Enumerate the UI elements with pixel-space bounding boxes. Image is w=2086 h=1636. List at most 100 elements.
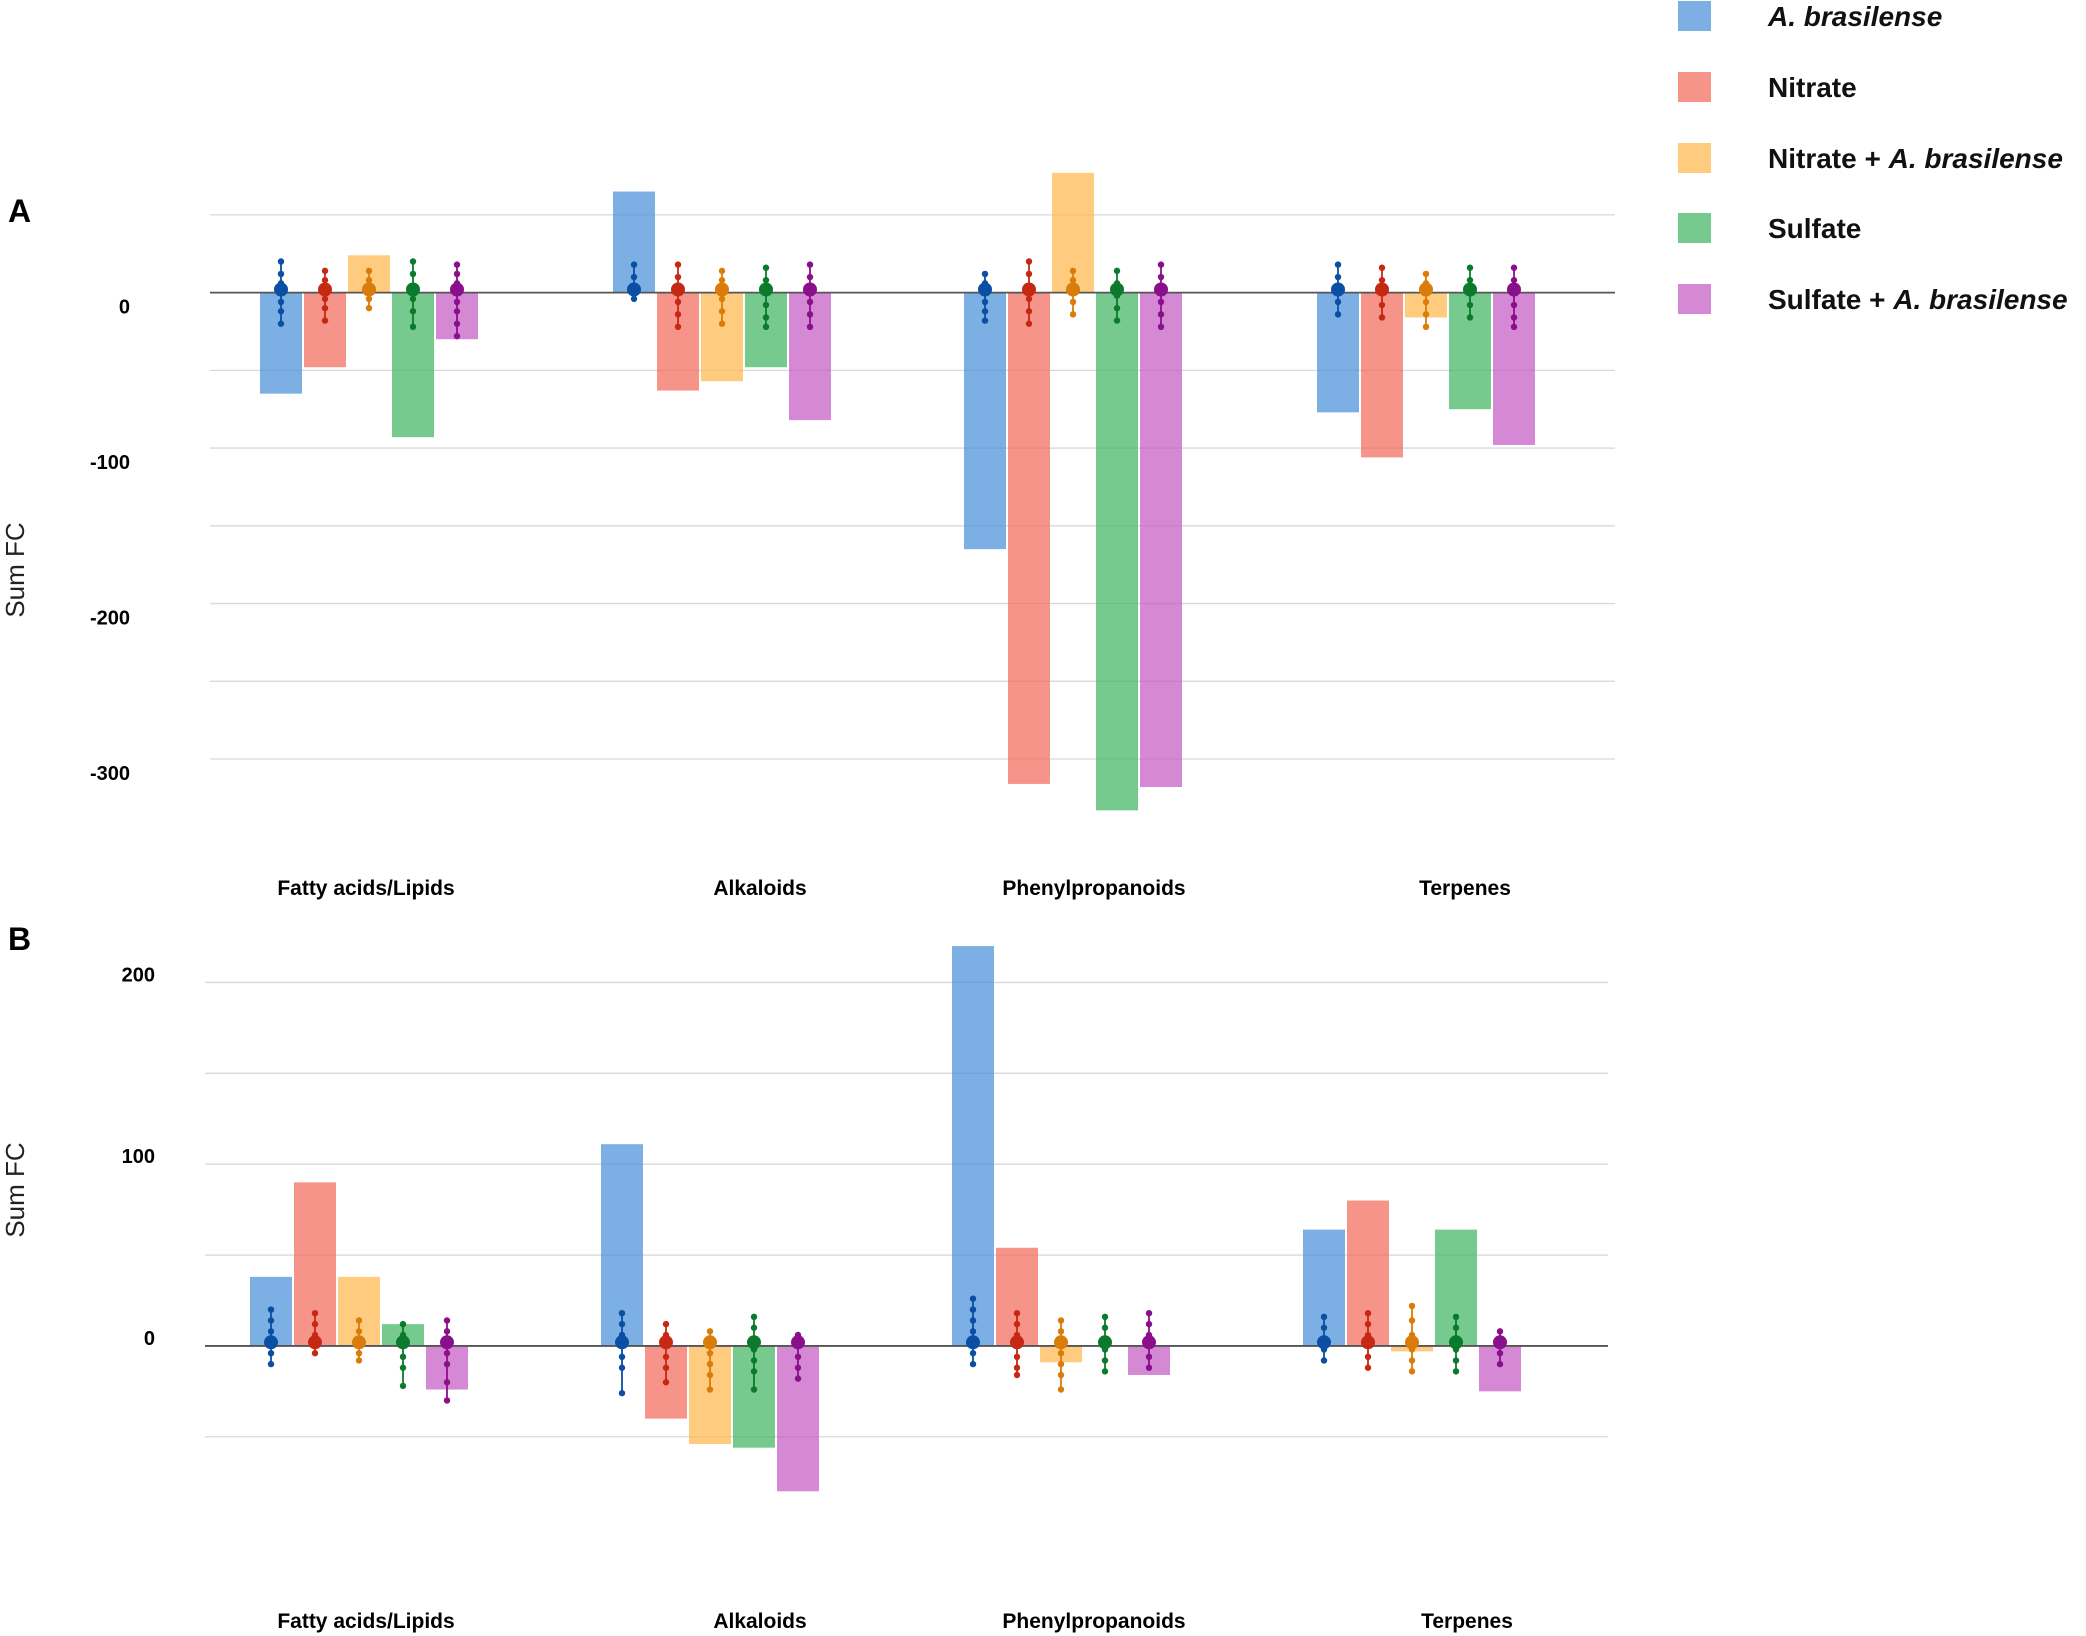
panel-b-dots-phenylpropanoids-sulfate <box>1098 1313 1112 1375</box>
panel-a-dots-phenylpropanoids-nitrate <box>1022 258 1036 327</box>
data-dot <box>1364 1320 1372 1328</box>
median-dot <box>362 282 376 297</box>
median-dot <box>803 282 817 297</box>
data-dot <box>794 1375 802 1382</box>
data-dot <box>969 1295 977 1302</box>
data-dot <box>1157 261 1165 268</box>
legend-label: Sulfate <box>1768 213 1861 244</box>
median-dot <box>747 1335 761 1350</box>
data-dot <box>1145 1320 1153 1328</box>
data-dot <box>443 1328 451 1335</box>
data-dot <box>1025 320 1033 327</box>
data-dot <box>365 304 373 312</box>
data-dot <box>321 276 329 284</box>
panel-a-bar-phenylpropanoids-nitrate <box>1008 292 1050 784</box>
data-dot <box>321 317 329 324</box>
data-dot <box>409 270 417 278</box>
panel-a-dots-alkaloids-sulfate-a-brasilense <box>803 261 817 331</box>
data-dot <box>981 298 989 306</box>
data-dot <box>1113 317 1121 324</box>
data-dot <box>1408 1302 1416 1310</box>
data-dot <box>1320 1324 1328 1331</box>
data-dot <box>1025 308 1033 315</box>
data-dot <box>1057 1349 1065 1357</box>
panel-b-dots-alkaloids-sulfate <box>747 1313 761 1393</box>
data-dot <box>1101 1313 1109 1321</box>
data-dot <box>1510 301 1518 309</box>
data-dot <box>1408 1317 1416 1324</box>
panel-b-dots-alkaloids-a-brasilense <box>615 1310 629 1397</box>
data-dot <box>674 298 682 306</box>
data-dot <box>1069 298 1077 306</box>
median-dot <box>274 282 288 297</box>
data-dot <box>1057 1328 1065 1335</box>
data-dot <box>706 1360 714 1368</box>
data-dot <box>1510 264 1518 271</box>
data-dot <box>1334 298 1342 306</box>
data-dot <box>1466 264 1474 271</box>
data-dot <box>662 1320 670 1328</box>
data-dot <box>794 1364 802 1371</box>
median-dot <box>1463 282 1477 297</box>
legend-label: Sulfate + A. brasilense <box>1768 284 2068 315</box>
data-dot <box>277 270 285 278</box>
median-dot <box>450 282 464 297</box>
data-dot <box>1378 301 1386 309</box>
data-dot <box>762 301 770 309</box>
median-dot <box>308 1335 322 1350</box>
median-dot <box>1317 1335 1331 1350</box>
panel-b-dots-terpenes-nitrate-a-brasilense <box>1405 1302 1419 1375</box>
data-dot <box>453 270 461 278</box>
panel-a-dots-phenylpropanoids-nitrate-a-brasilense <box>1066 267 1080 318</box>
panel-b-category-label-alkaloids: Alkaloids <box>713 1610 806 1633</box>
data-dot <box>630 295 638 303</box>
data-dot <box>1157 273 1165 281</box>
data-dot <box>311 1320 319 1328</box>
data-dot <box>1378 314 1386 321</box>
data-dot <box>674 323 682 331</box>
data-dot <box>399 1364 407 1371</box>
data-dot <box>1025 258 1033 265</box>
legend-label-part: Nitrate <box>1768 72 1857 103</box>
median-dot <box>318 282 332 297</box>
panel-a-category-label-fatty-acids-lipids: Fatty acids/Lipids <box>277 877 454 900</box>
data-dot <box>365 276 373 284</box>
data-dot <box>1466 314 1474 321</box>
legend-item-4: Sulfate + A. brasilense <box>1678 284 2068 315</box>
data-dot <box>311 1349 319 1357</box>
legend-label: A. brasilense <box>1767 1 1942 32</box>
panel-a-letter: A <box>8 193 31 229</box>
data-dot <box>1025 270 1033 278</box>
panel-a-dots-fatty-acids-lipids-nitrate <box>318 267 332 324</box>
data-dot <box>453 261 461 268</box>
data-dot <box>1101 1368 1109 1375</box>
panel-b-dots-terpenes-sulfate-a-brasilense <box>1493 1328 1507 1368</box>
panel-a-bar-phenylpropanoids-sulfate <box>1096 292 1138 811</box>
panel-a-dots-terpenes-nitrate-a-brasilense <box>1419 270 1433 331</box>
data-dot <box>1320 1313 1328 1321</box>
data-dot <box>365 267 373 275</box>
median-dot <box>352 1335 366 1350</box>
data-dot <box>762 276 770 284</box>
panel-a-dots-phenylpropanoids-a-brasilense <box>978 270 992 324</box>
data-dot <box>750 1386 758 1393</box>
panel-b-category-label-fatty-acids-lipids: Fatty acids/Lipids <box>277 1610 454 1633</box>
panel-b-category-label-terpenes: Terpenes <box>1421 1610 1513 1633</box>
data-dot <box>1452 1313 1460 1321</box>
median-dot <box>627 282 641 297</box>
data-dot <box>399 1353 407 1361</box>
data-dot <box>1422 298 1430 306</box>
panel-b-dots-fatty-acids-lipids-a-brasilense <box>264 1306 278 1368</box>
data-dot <box>969 1328 977 1335</box>
data-dot <box>453 298 461 306</box>
panel-a-dots-terpenes-sulfate <box>1463 264 1477 321</box>
data-dot <box>1057 1386 1065 1393</box>
panel-b-bar-phenylpropanoids-a-brasilense <box>952 946 994 1346</box>
panel-b-dots-terpenes-nitrate <box>1361 1310 1375 1371</box>
data-dot <box>1378 264 1386 271</box>
panel-a-dots-phenylpropanoids-sulfate-a-brasilense <box>1154 261 1168 331</box>
data-dot <box>706 1371 714 1379</box>
median-dot <box>1405 1335 1419 1350</box>
data-dot <box>718 308 726 315</box>
panel-a-dots-terpenes-nitrate <box>1375 264 1389 321</box>
